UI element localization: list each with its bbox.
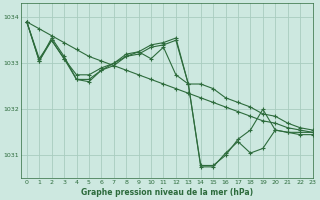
X-axis label: Graphe pression niveau de la mer (hPa): Graphe pression niveau de la mer (hPa) [81,188,252,197]
